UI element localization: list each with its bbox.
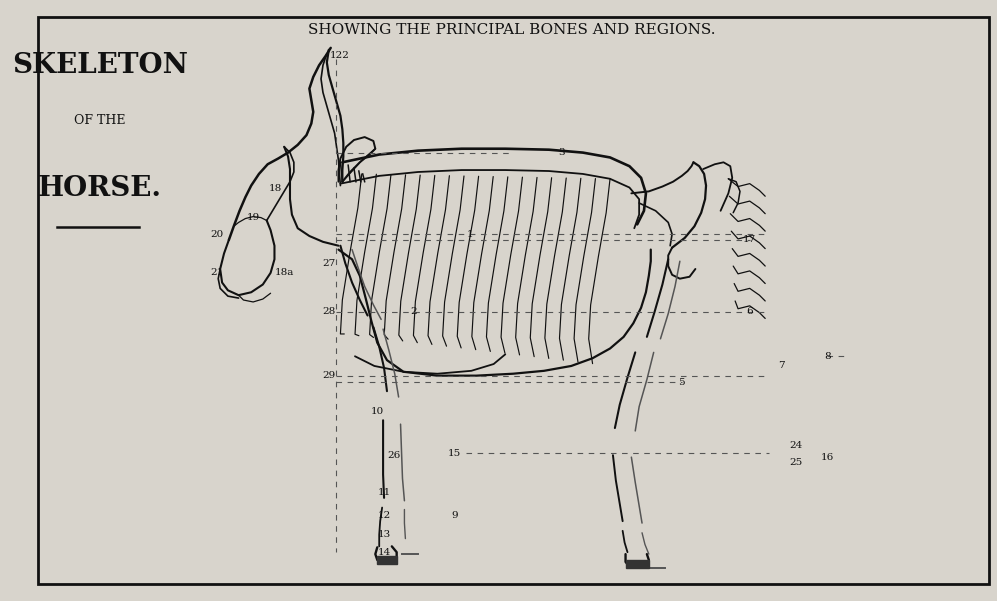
Bar — [377, 393, 395, 398]
Text: 2: 2 — [410, 307, 417, 316]
Bar — [377, 404, 395, 410]
Bar — [608, 436, 625, 441]
Text: 18a: 18a — [274, 269, 294, 277]
Text: 17: 17 — [743, 236, 757, 245]
Text: 19: 19 — [246, 213, 260, 222]
Text: 24: 24 — [790, 441, 803, 450]
Text: 14: 14 — [378, 548, 391, 557]
Text: 8: 8 — [824, 352, 831, 361]
Text: 12: 12 — [378, 511, 391, 520]
Text: 21: 21 — [210, 269, 224, 277]
Polygon shape — [377, 556, 397, 564]
Text: 27: 27 — [322, 258, 335, 267]
Bar — [377, 410, 395, 415]
Bar — [608, 447, 625, 453]
Text: 13: 13 — [378, 530, 391, 539]
Text: 9: 9 — [452, 511, 459, 520]
Text: 1: 1 — [467, 230, 474, 239]
Bar — [377, 399, 395, 404]
Text: 3: 3 — [558, 148, 565, 157]
Text: 122: 122 — [330, 51, 349, 60]
Bar — [608, 430, 625, 435]
Text: 5: 5 — [679, 378, 685, 387]
Polygon shape — [625, 560, 649, 568]
Text: 16: 16 — [821, 453, 833, 462]
Text: HORSE.: HORSE. — [38, 175, 162, 202]
Text: 10: 10 — [371, 407, 384, 416]
Text: 28: 28 — [322, 307, 335, 316]
Text: 26: 26 — [387, 451, 401, 460]
Text: 15: 15 — [449, 449, 462, 458]
Bar — [608, 442, 625, 447]
Text: OF THE: OF THE — [74, 114, 126, 127]
Text: 7: 7 — [779, 361, 785, 370]
Text: SHOWING THE PRINCIPAL BONES AND REGIONS.: SHOWING THE PRINCIPAL BONES AND REGIONS. — [308, 23, 716, 37]
Text: SKELETON: SKELETON — [12, 52, 187, 79]
Text: 29: 29 — [322, 371, 335, 380]
Text: 11: 11 — [378, 487, 391, 496]
Text: 18: 18 — [269, 184, 282, 193]
Text: 20: 20 — [210, 230, 224, 239]
Text: 25: 25 — [790, 459, 803, 468]
Text: 6: 6 — [747, 307, 753, 316]
